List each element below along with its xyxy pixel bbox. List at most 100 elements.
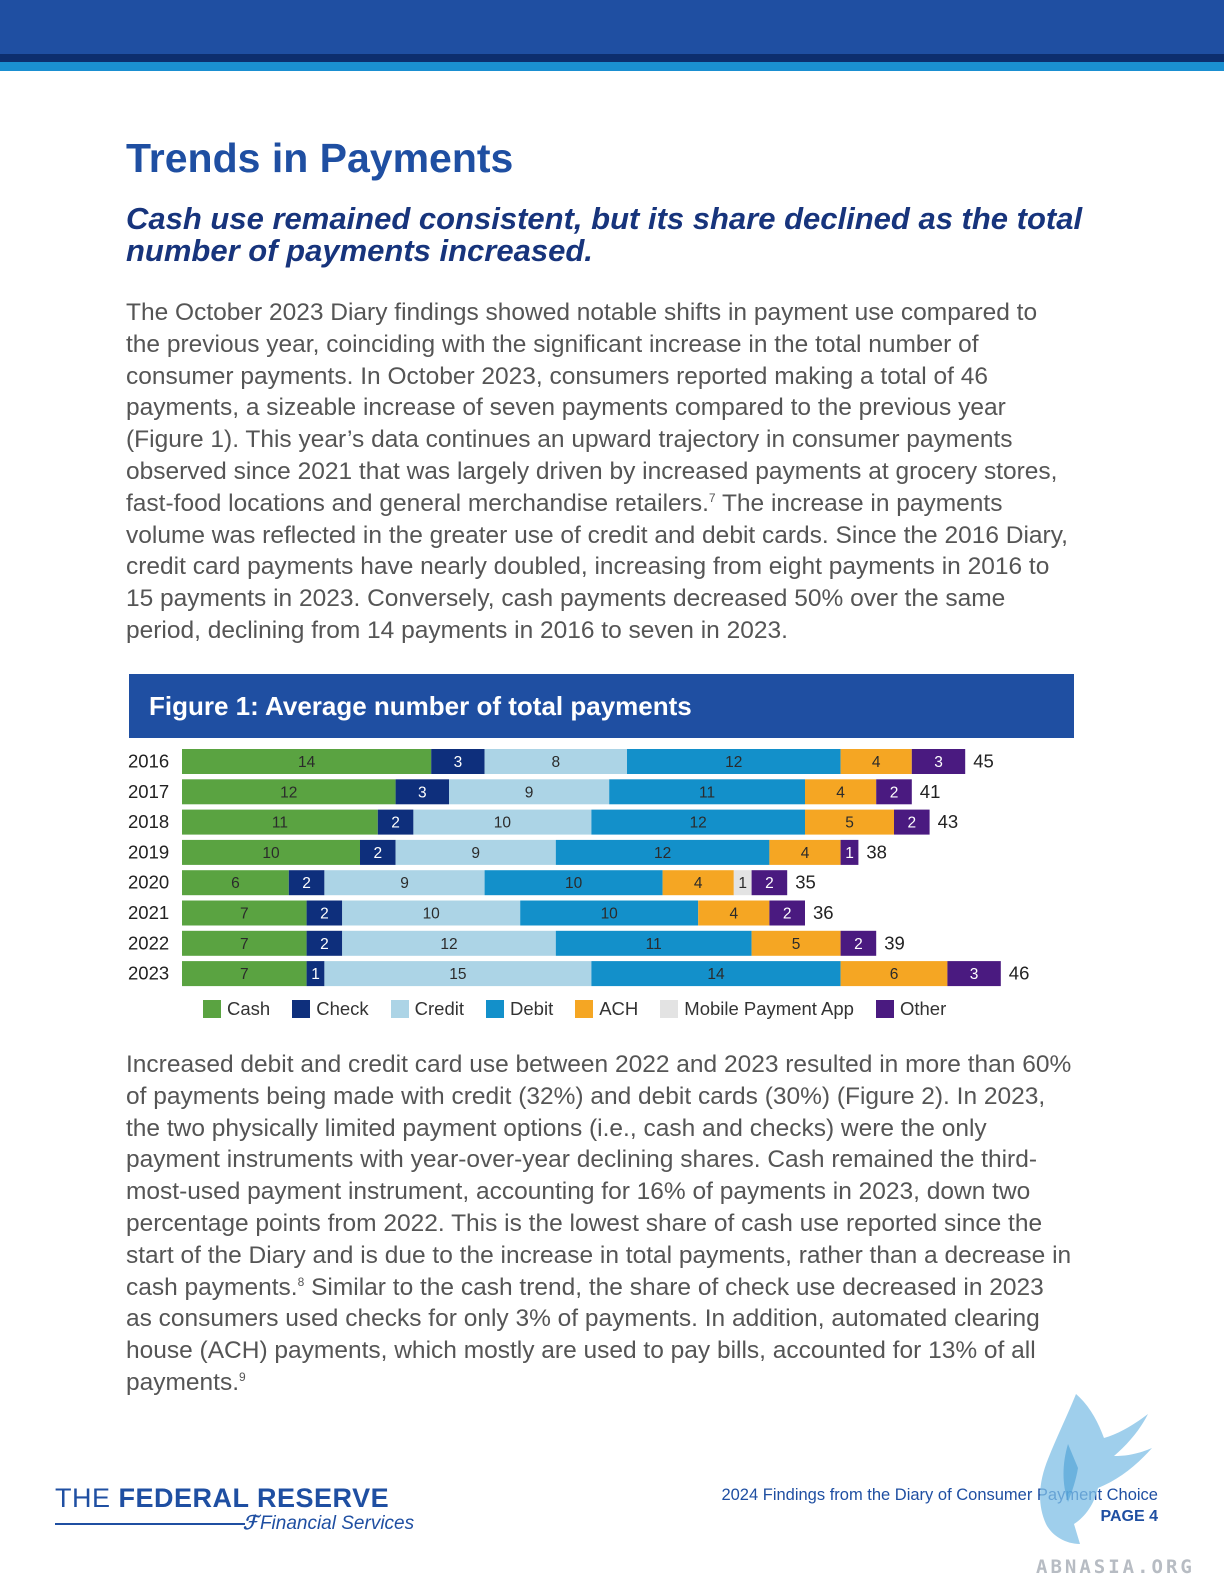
bar-segment-check-2019: [360, 839, 396, 865]
bar-value-debit-2021: 10: [601, 906, 619, 923]
body-paragraph-1: The October 2023 Diary findings showed n…: [126, 297, 1076, 647]
bar-value-debit-2019: 12: [654, 845, 671, 862]
legend-item-ach: ACH: [575, 998, 638, 1020]
page-title: Trends in Payments: [126, 135, 514, 181]
footer-page-number: PAGE 4: [1100, 1508, 1159, 1525]
bar-value-other-2021: 2: [783, 906, 792, 923]
bar-value-cash-2023: 7: [240, 966, 249, 983]
bar-value-debit-2023: 14: [707, 966, 725, 983]
chart-legend: Cash Check Credit Debit ACH Mobile Payment Ap…: [203, 996, 968, 1022]
bar-segment-debit-2020: [484, 870, 663, 896]
bar-segment-other-2018: [894, 809, 930, 835]
year-label-2019: 2019: [128, 841, 169, 862]
bar-segment-ach-2021: [698, 900, 770, 926]
bar-segment-credit-2023: [324, 961, 592, 987]
bar-segment-ach-2016: [840, 749, 912, 774]
bar-value-other-2016: 3: [934, 754, 943, 771]
bar-segment-credit-2021: [342, 900, 521, 926]
bar-segment-debit-2021: [520, 900, 699, 926]
footnote-ref-8[interactable]: 8: [297, 1274, 305, 1289]
header-band: [0, 0, 1224, 54]
bar-value-debit-2020: 10: [565, 875, 583, 892]
year-label-2017: 2017: [128, 781, 169, 802]
bar-segment-cash-2017: [182, 779, 396, 805]
bar-value-ach-2023: 6: [890, 966, 899, 983]
bar-segment-check-2017: [395, 779, 449, 805]
legend-label-debit: Debit: [510, 998, 554, 1019]
page-subtitle: Cash use remained consistent, but its sh…: [126, 201, 1083, 268]
bar-total-2018: 43: [938, 811, 959, 832]
bar-segment-debit-2019: [555, 839, 770, 865]
legend-item-debit: Debit: [486, 998, 553, 1020]
bar-value-other-2022: 2: [854, 936, 863, 953]
bar-segment-other-2017: [876, 779, 912, 805]
bar-value-debit-2022: 11: [646, 936, 662, 953]
header-stripe-dark: [0, 54, 1224, 62]
bar-segment-debit-2016: [627, 749, 841, 774]
logo-rule: [55, 1523, 245, 1525]
bar-value-credit-2016: 8: [551, 754, 560, 771]
legend-swatch-mobile-payment-app: [660, 1000, 679, 1018]
year-label-2018: 2018: [128, 811, 169, 832]
bar-value-cash-2019: 10: [262, 845, 280, 862]
logo-subline: ℱ Financial Services: [243, 1512, 414, 1535]
bar-total-2019: 38: [866, 841, 887, 862]
year-label-2023: 2023: [128, 963, 169, 984]
bar-segment-credit-2022: [342, 930, 556, 956]
bar-segment-ach-2017: [805, 779, 877, 805]
legend-swatch-check: [292, 1000, 311, 1018]
bar-value-check-2021: 2: [320, 906, 329, 923]
bar-segment-ach-2020: [662, 870, 734, 896]
body-paragraph-2: Increased debit and credit card use betw…: [126, 1049, 1076, 1399]
legend-swatch-credit: [390, 1000, 409, 1018]
legend-label-ach: ACH: [599, 998, 639, 1019]
bar-value-check-2020: 2: [302, 875, 311, 892]
bar-segment-check-2021: [306, 900, 343, 926]
logo-the: THE: [55, 1483, 119, 1513]
bar-value-credit-2019: 9: [471, 845, 480, 862]
bar-value-cash-2020: 6: [231, 875, 240, 892]
bar-segment-other-2022: [840, 930, 877, 956]
bar-total-2020: 35: [795, 872, 816, 893]
legend-label-check: Check: [316, 998, 369, 1019]
bar-segment-cash-2020: [182, 870, 289, 896]
footnote-ref-7[interactable]: 7: [708, 490, 716, 505]
bar-segment-check-2023: [306, 961, 325, 987]
bar-value-check-2017: 3: [418, 784, 427, 801]
bar-total-2017: 41: [920, 781, 941, 802]
bar-value-mobile-payment-app-2020: 1: [738, 875, 747, 892]
legend-label-mobile-payment-app: Mobile Payment App: [684, 998, 854, 1019]
legend-label-cash: Cash: [227, 998, 271, 1019]
bar-segment-check-2020: [288, 870, 325, 896]
bar-segment-cash-2018: [182, 809, 378, 835]
bar-segment-credit-2020: [324, 870, 485, 896]
legend-swatch-other: [875, 1000, 894, 1018]
footnote-ref-9[interactable]: 9: [239, 1369, 246, 1384]
bar-segment-cash-2019: [182, 839, 360, 865]
bar-total-2023: 46: [1009, 963, 1030, 984]
bar-value-ach-2021: 4: [729, 906, 738, 923]
legend-swatch-cash: [203, 1000, 221, 1018]
paragraph-2-text-b: Similar to the cash trend, the share of …: [126, 1273, 1044, 1396]
bar-value-debit-2016: 12: [725, 754, 742, 771]
bar-segment-ach-2018: [805, 809, 894, 835]
bar-value-ach-2016: 4: [872, 754, 881, 771]
bar-segment-debit-2023: [591, 961, 841, 987]
bar-segment-credit-2018: [413, 809, 592, 835]
paragraph-2-text-a: Increased debit and credit card use betw…: [126, 1051, 1072, 1301]
bar-value-other-2018: 2: [907, 815, 916, 832]
bar-segment-check-2016: [431, 749, 485, 774]
bar-value-credit-2020: 9: [400, 875, 409, 892]
bar-segment-other-2019: [840, 839, 859, 865]
bar-segment-debit-2017: [609, 779, 805, 805]
paragraph-1-text-a: The October 2023 Diary findings showed n…: [126, 299, 1058, 517]
legend-label-other: Other: [899, 998, 947, 1019]
logo-sub-text: Financial Services: [259, 1513, 415, 1534]
bar-segment-check-2022: [306, 930, 343, 956]
bar-value-cash-2017: 12: [280, 784, 297, 801]
bar-value-cash-2018: 11: [272, 815, 288, 832]
bar-value-check-2022: 2: [320, 936, 329, 953]
bar-segment-check-2018: [377, 809, 414, 835]
griffin-watermark-icon: [1040, 1394, 1152, 1544]
